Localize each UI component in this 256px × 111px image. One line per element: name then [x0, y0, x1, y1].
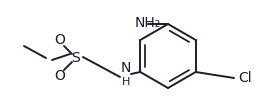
Text: Cl: Cl [238, 71, 252, 85]
Text: O: O [55, 69, 66, 83]
Text: O: O [55, 33, 66, 47]
Text: N: N [121, 61, 131, 75]
Text: S: S [72, 51, 80, 65]
Text: H: H [122, 77, 130, 87]
Text: NH₂: NH₂ [135, 16, 161, 30]
